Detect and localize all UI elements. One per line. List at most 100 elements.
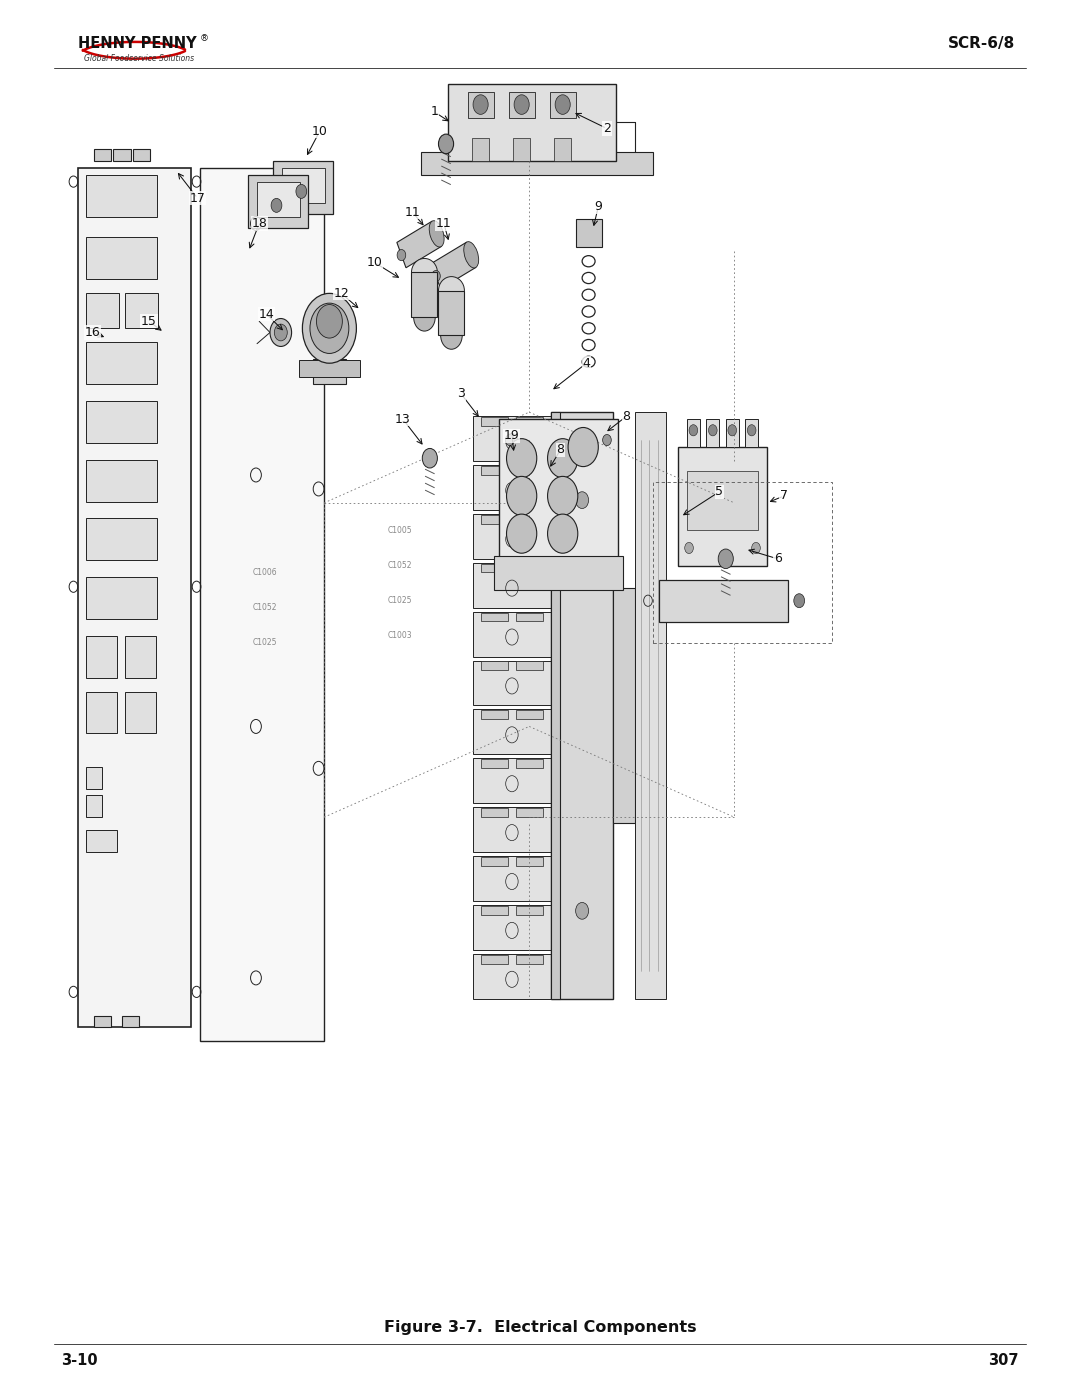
Text: 13: 13 xyxy=(395,412,410,426)
Bar xyxy=(94,149,111,161)
Bar xyxy=(248,175,308,228)
Bar xyxy=(551,412,561,999)
Circle shape xyxy=(718,549,733,569)
Bar xyxy=(473,416,551,461)
Text: 307: 307 xyxy=(988,1354,1018,1368)
Ellipse shape xyxy=(621,158,647,169)
Bar xyxy=(706,419,719,447)
Bar xyxy=(481,711,508,719)
Bar xyxy=(86,175,157,217)
Circle shape xyxy=(689,425,698,436)
Bar xyxy=(473,954,551,999)
Circle shape xyxy=(316,305,342,338)
Ellipse shape xyxy=(670,592,713,609)
Ellipse shape xyxy=(438,277,464,305)
Bar xyxy=(473,905,551,950)
Bar xyxy=(299,360,360,377)
Bar xyxy=(438,291,464,335)
Circle shape xyxy=(441,321,462,349)
Text: C1005: C1005 xyxy=(388,527,411,535)
Circle shape xyxy=(548,476,578,515)
Text: Figure 3-7.  Electrical Components: Figure 3-7. Electrical Components xyxy=(383,1320,697,1334)
Bar xyxy=(86,518,157,560)
Circle shape xyxy=(397,250,406,261)
Text: 3: 3 xyxy=(457,387,465,401)
Text: C1052: C1052 xyxy=(388,562,411,570)
Bar xyxy=(516,907,543,915)
Circle shape xyxy=(507,476,537,515)
Text: 14: 14 xyxy=(259,307,274,321)
Text: 15: 15 xyxy=(141,314,157,328)
Bar xyxy=(473,612,551,657)
Bar xyxy=(473,514,551,559)
Polygon shape xyxy=(396,221,442,268)
Bar xyxy=(473,661,551,705)
Text: 17: 17 xyxy=(190,191,205,205)
Circle shape xyxy=(708,425,717,436)
Bar xyxy=(516,564,543,573)
Circle shape xyxy=(603,434,611,446)
Bar xyxy=(513,138,530,161)
Bar xyxy=(481,956,508,964)
Bar xyxy=(481,760,508,768)
Bar xyxy=(481,809,508,817)
Text: Global Foodservice Solutions: Global Foodservice Solutions xyxy=(84,54,194,63)
Bar xyxy=(509,92,535,119)
Circle shape xyxy=(296,184,307,198)
Bar xyxy=(86,237,157,279)
Ellipse shape xyxy=(119,756,140,778)
Ellipse shape xyxy=(96,756,118,778)
Text: 1: 1 xyxy=(430,105,438,119)
Bar xyxy=(125,293,158,328)
Text: 10: 10 xyxy=(367,256,382,270)
Bar xyxy=(473,759,551,803)
Circle shape xyxy=(568,427,598,467)
Bar xyxy=(86,293,119,328)
Bar xyxy=(481,907,508,915)
Circle shape xyxy=(548,439,578,478)
Text: C1006: C1006 xyxy=(253,569,276,577)
Text: HENNY PENNY: HENNY PENNY xyxy=(78,36,197,50)
Bar xyxy=(86,767,102,789)
Bar xyxy=(273,161,333,214)
Ellipse shape xyxy=(428,158,454,169)
Bar xyxy=(411,272,437,317)
Ellipse shape xyxy=(116,638,144,666)
Circle shape xyxy=(747,425,756,436)
Bar xyxy=(635,412,665,999)
Bar xyxy=(481,613,508,622)
Bar xyxy=(86,577,157,619)
Bar xyxy=(472,138,489,161)
Bar xyxy=(133,149,150,161)
Circle shape xyxy=(270,319,292,346)
Bar xyxy=(576,219,602,247)
Bar xyxy=(481,467,508,475)
Circle shape xyxy=(728,425,737,436)
Bar xyxy=(653,482,832,643)
Ellipse shape xyxy=(463,242,478,268)
Bar xyxy=(473,465,551,510)
Bar xyxy=(687,471,758,531)
Bar xyxy=(468,92,494,119)
Text: 5: 5 xyxy=(715,485,724,499)
Bar xyxy=(481,418,508,426)
Text: ®: ® xyxy=(200,35,208,43)
Bar xyxy=(516,711,543,719)
Ellipse shape xyxy=(116,697,144,725)
Circle shape xyxy=(752,542,760,553)
Text: C1052: C1052 xyxy=(253,604,276,612)
Circle shape xyxy=(438,134,454,154)
Bar xyxy=(516,418,543,426)
Text: 18: 18 xyxy=(252,217,267,231)
Bar xyxy=(113,149,131,161)
Text: 11: 11 xyxy=(436,217,451,231)
Bar xyxy=(554,138,571,161)
Text: C1025: C1025 xyxy=(388,597,411,605)
Bar xyxy=(448,84,616,161)
Text: 8: 8 xyxy=(556,443,565,457)
Text: 8: 8 xyxy=(622,409,631,423)
Bar xyxy=(473,710,551,754)
Bar xyxy=(516,662,543,671)
Bar xyxy=(481,515,508,524)
Text: SCR-6/8: SCR-6/8 xyxy=(948,36,1015,50)
